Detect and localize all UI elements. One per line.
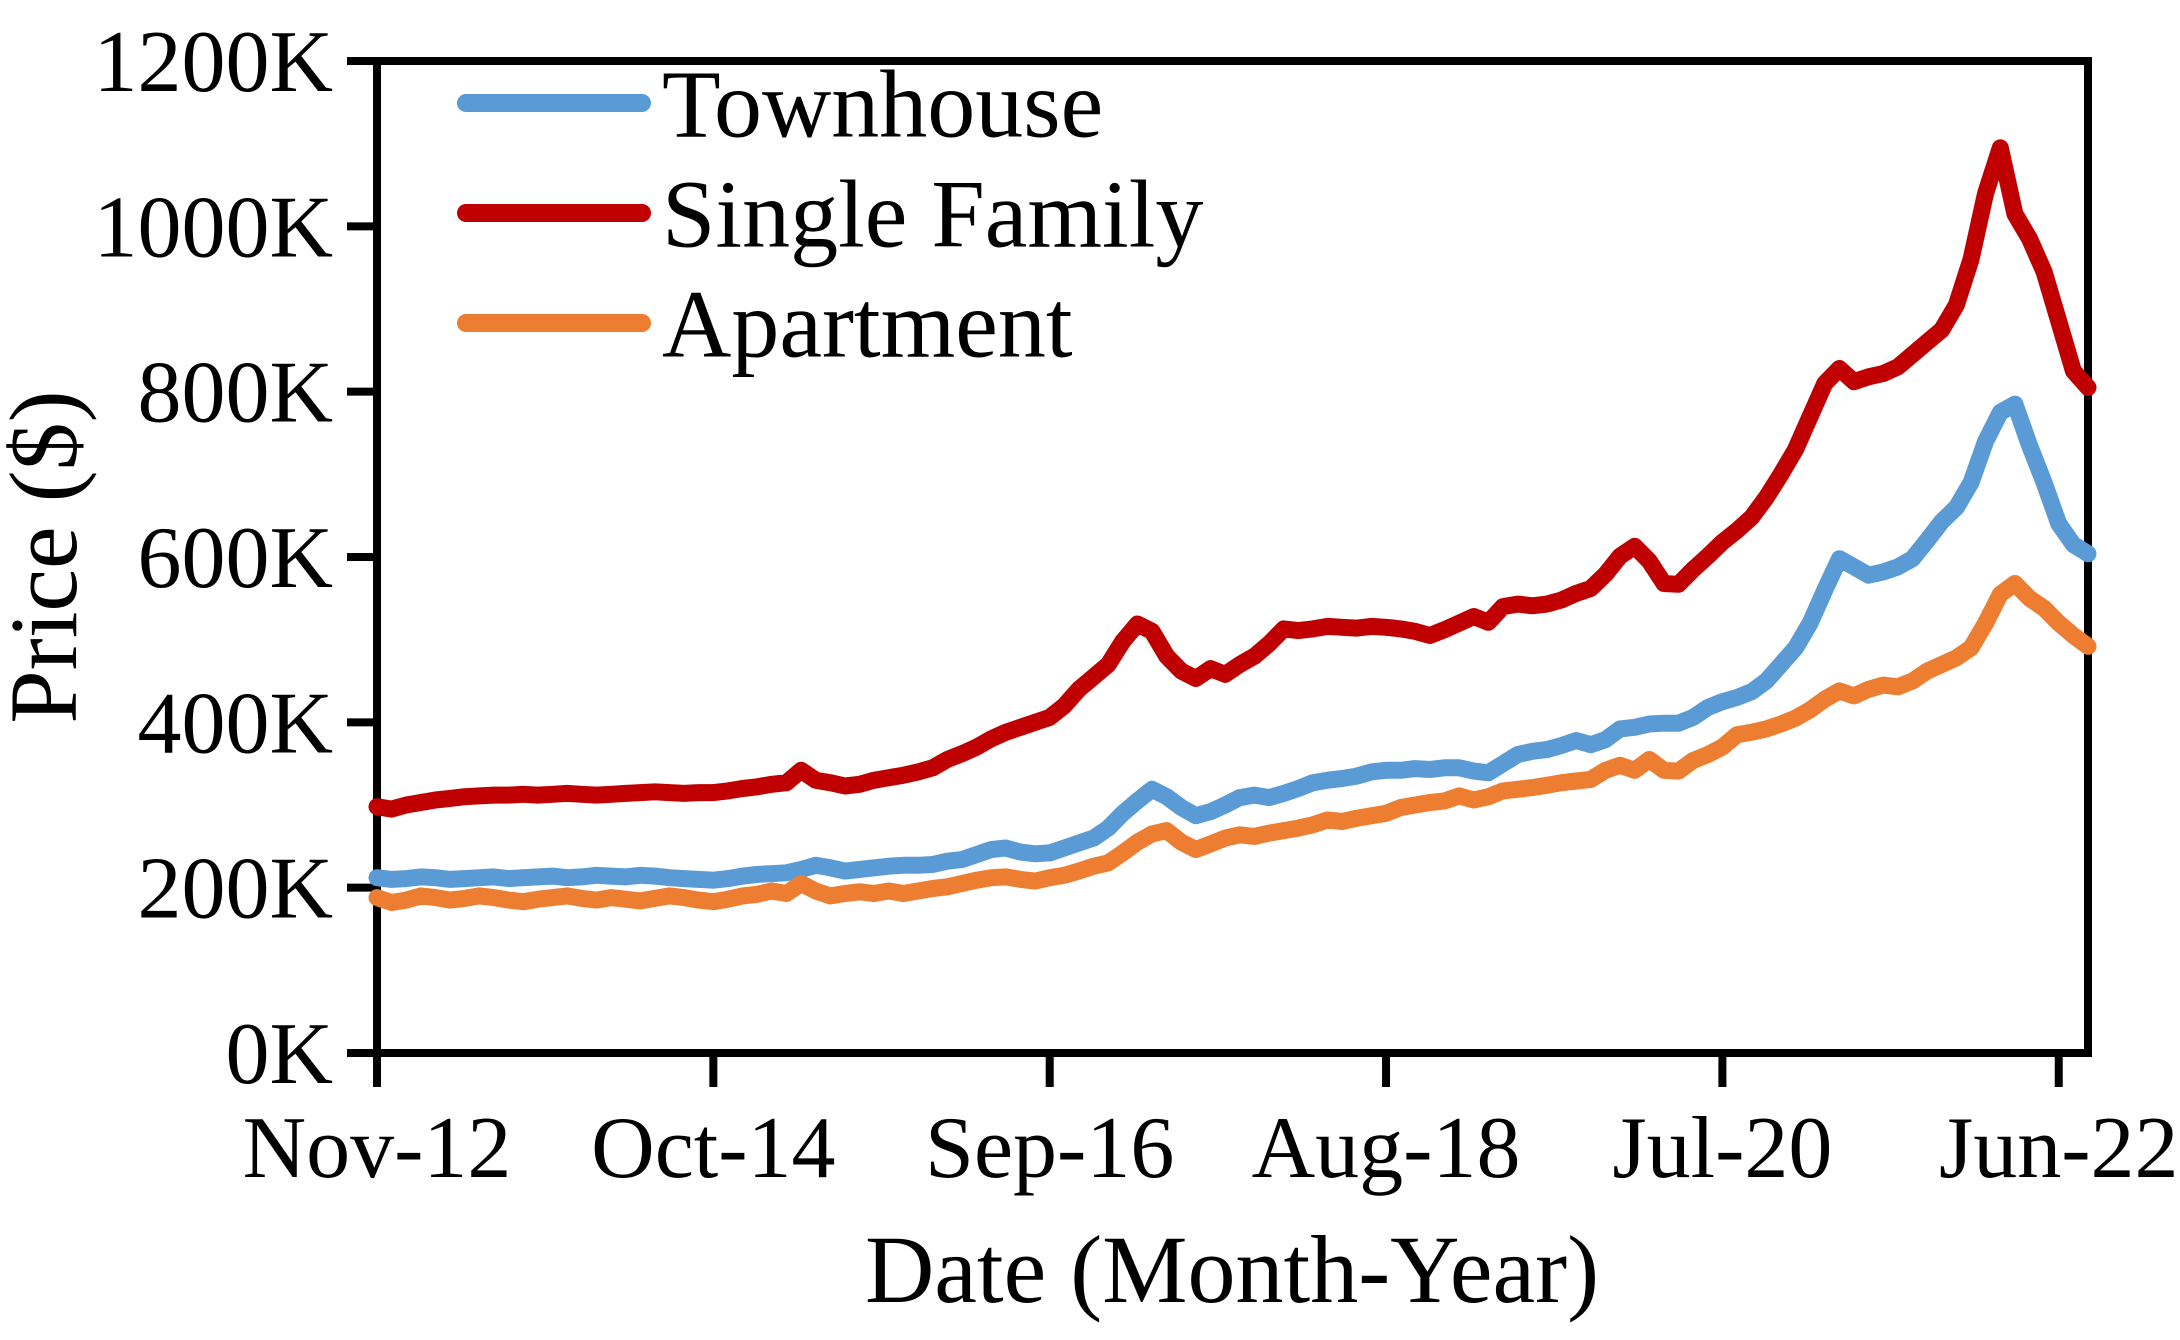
legend-label-apartment: Apartment xyxy=(662,271,1073,378)
y-tick-label: 0K xyxy=(225,1006,333,1103)
y-tick-label: 400K xyxy=(137,675,333,772)
legend-label-single-family: Single Family xyxy=(662,161,1203,268)
x-tick-label: Oct-14 xyxy=(591,1100,835,1197)
y-tick-label: 200K xyxy=(137,841,333,938)
series-line-townhouse xyxy=(368,395,2097,889)
series-line-apartment xyxy=(368,575,2097,911)
x-axis-title: Date (Month-Year) xyxy=(865,1216,1599,1323)
y-axis-title: Price ($) xyxy=(0,390,97,723)
y-tick-label: 600K xyxy=(137,510,333,607)
x-tick-label: Sep-16 xyxy=(925,1100,1174,1197)
series-line-single-family xyxy=(368,139,2097,818)
y-tick-label: 800K xyxy=(137,345,333,442)
plot-area: 0K 200K 400K 600K 800K 1000K 1200K Nov-12 Oct-14… xyxy=(93,14,2178,1197)
y-tick-label: 1000K xyxy=(93,179,333,276)
y-tick-label: 1200K xyxy=(93,14,333,111)
legend-label-townhouse: Townhouse xyxy=(662,51,1103,158)
x-tick-label: Aug-18 xyxy=(1252,1100,1521,1197)
x-tick-label: Jun-22 xyxy=(1939,1100,2179,1197)
x-tick-label: Jul-20 xyxy=(1612,1100,1832,1197)
x-tick-label: Nov-12 xyxy=(243,1100,512,1197)
